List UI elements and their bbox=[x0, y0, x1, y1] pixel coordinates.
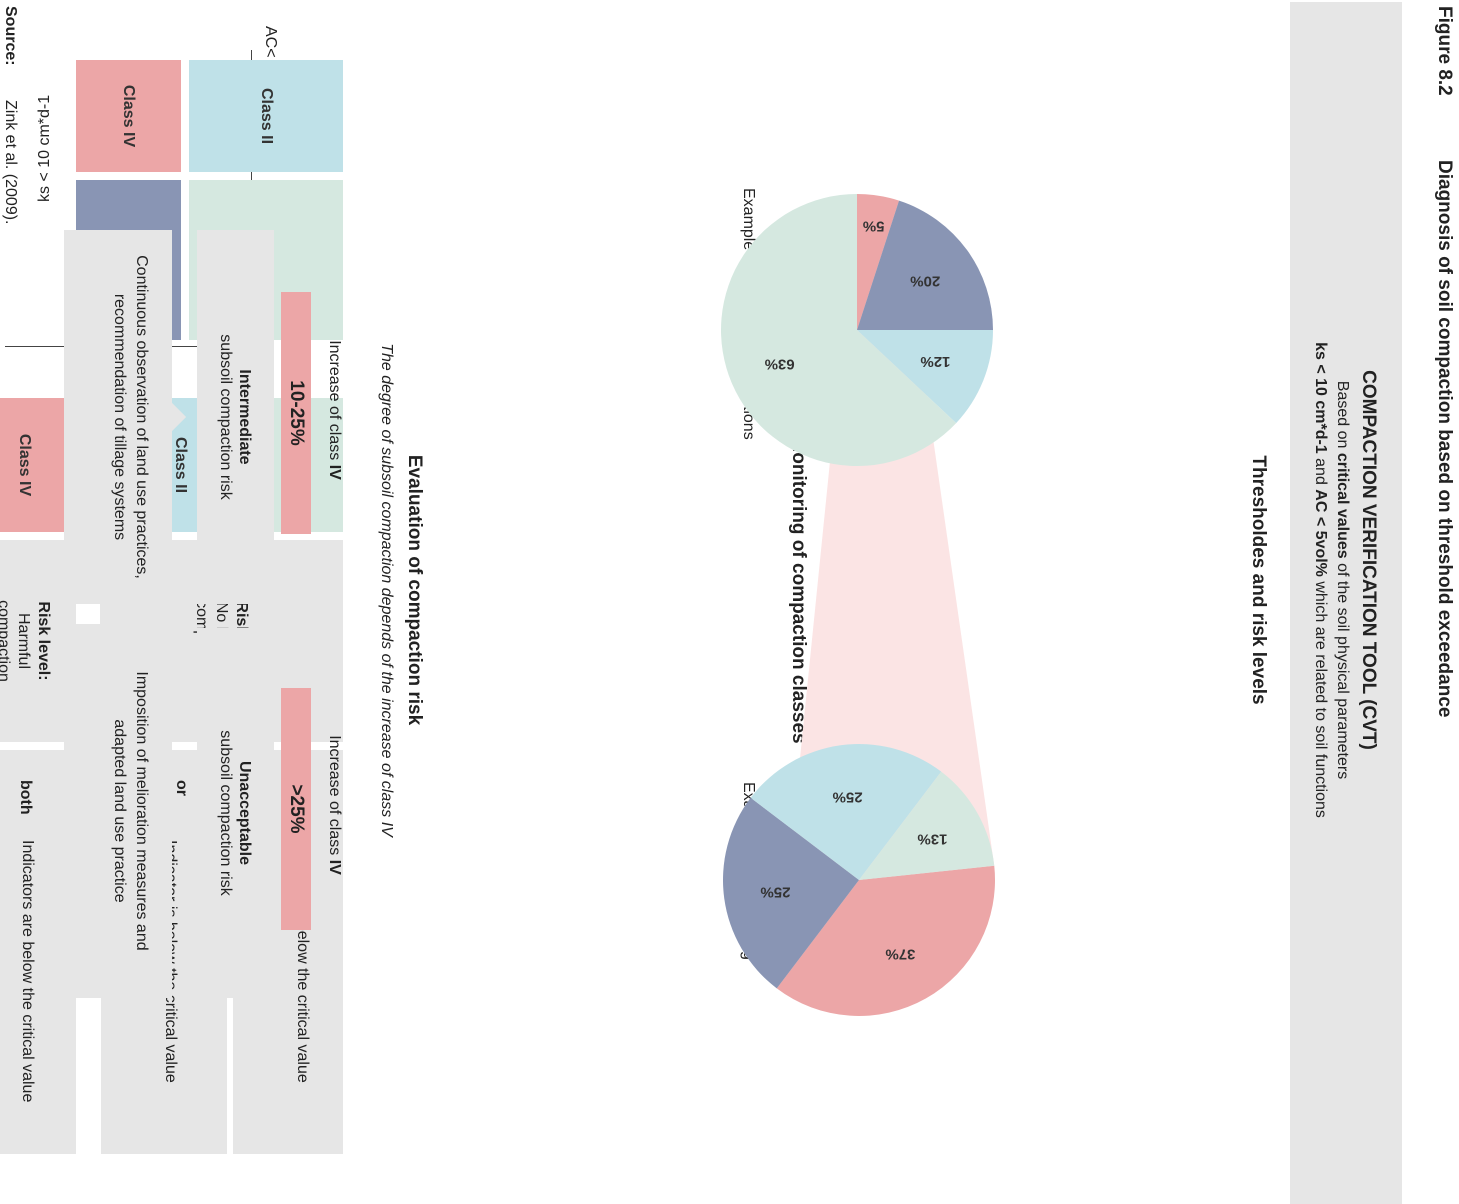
pie-label-class-iv: 5% bbox=[863, 217, 885, 234]
pie-label-class-ii: 25% bbox=[833, 788, 863, 805]
left-risk-text: subsoil compaction risk bbox=[217, 334, 234, 500]
source-text: Zink et al. (2009). bbox=[2, 100, 19, 225]
pie-label-class-i: 63% bbox=[765, 356, 795, 373]
left-action-text: Continuous observation of land use pract… bbox=[111, 255, 150, 579]
right-action-text: Imposition of melioration measures and a… bbox=[111, 671, 150, 951]
right-risk-text: subsoil compaction risk bbox=[217, 730, 234, 896]
right-increase-class: IV bbox=[326, 859, 343, 875]
right-action-box: Imposition of melioration measures and a… bbox=[64, 624, 187, 998]
pie-slice-class-ii bbox=[750, 744, 942, 880]
right-increase-pre: Increase of class bbox=[326, 735, 343, 860]
pie-slice-class-iv bbox=[776, 865, 995, 1016]
right-risk-level: Unacceptable bbox=[236, 760, 253, 866]
left-increase-class: IV bbox=[326, 464, 343, 480]
left-action-box: Continuous observation of land use pract… bbox=[64, 230, 187, 604]
pie-slice-class-iv bbox=[857, 194, 900, 330]
right-range-badge: >25% bbox=[281, 688, 311, 930]
left-risk-level: Intermediate bbox=[236, 369, 253, 465]
pie-slice-class-ii bbox=[857, 330, 993, 424]
pie-slice-class-i bbox=[721, 194, 957, 466]
pie-initial: 5% 20% 12% 63% bbox=[721, 194, 993, 466]
pie-slice-class-i bbox=[859, 771, 995, 880]
right-risk-box: Unacceptable subsoil compaction risk bbox=[197, 628, 274, 998]
left-increase: Increase of class IV bbox=[325, 330, 343, 490]
pie-label-class-i: 13% bbox=[917, 831, 947, 848]
evaluation-subtitle: The degree of subsoil compaction depends… bbox=[378, 343, 395, 837]
left-range-badge: 10-25% bbox=[281, 292, 311, 534]
left-increase-pre: Increase of class bbox=[326, 340, 343, 465]
left-risk-box: Intermediate subsoil compaction risk bbox=[197, 230, 274, 604]
source-label: Source: bbox=[2, 6, 19, 66]
pie-after: 37% 25% 25% 13% bbox=[723, 744, 995, 1016]
right-increase: Increase of class IV bbox=[325, 725, 343, 885]
pie-slice-class-iii bbox=[857, 200, 993, 330]
pie-slice-class-iii bbox=[723, 797, 859, 989]
pie-label-class-iii: 20% bbox=[910, 272, 940, 289]
pie-label-class-iii: 25% bbox=[760, 883, 790, 900]
pie-label-class-ii: 12% bbox=[920, 353, 950, 370]
evaluation-heading: Evaluation of compaction risk bbox=[404, 454, 425, 726]
pie-label-class-iv: 37% bbox=[885, 945, 915, 962]
